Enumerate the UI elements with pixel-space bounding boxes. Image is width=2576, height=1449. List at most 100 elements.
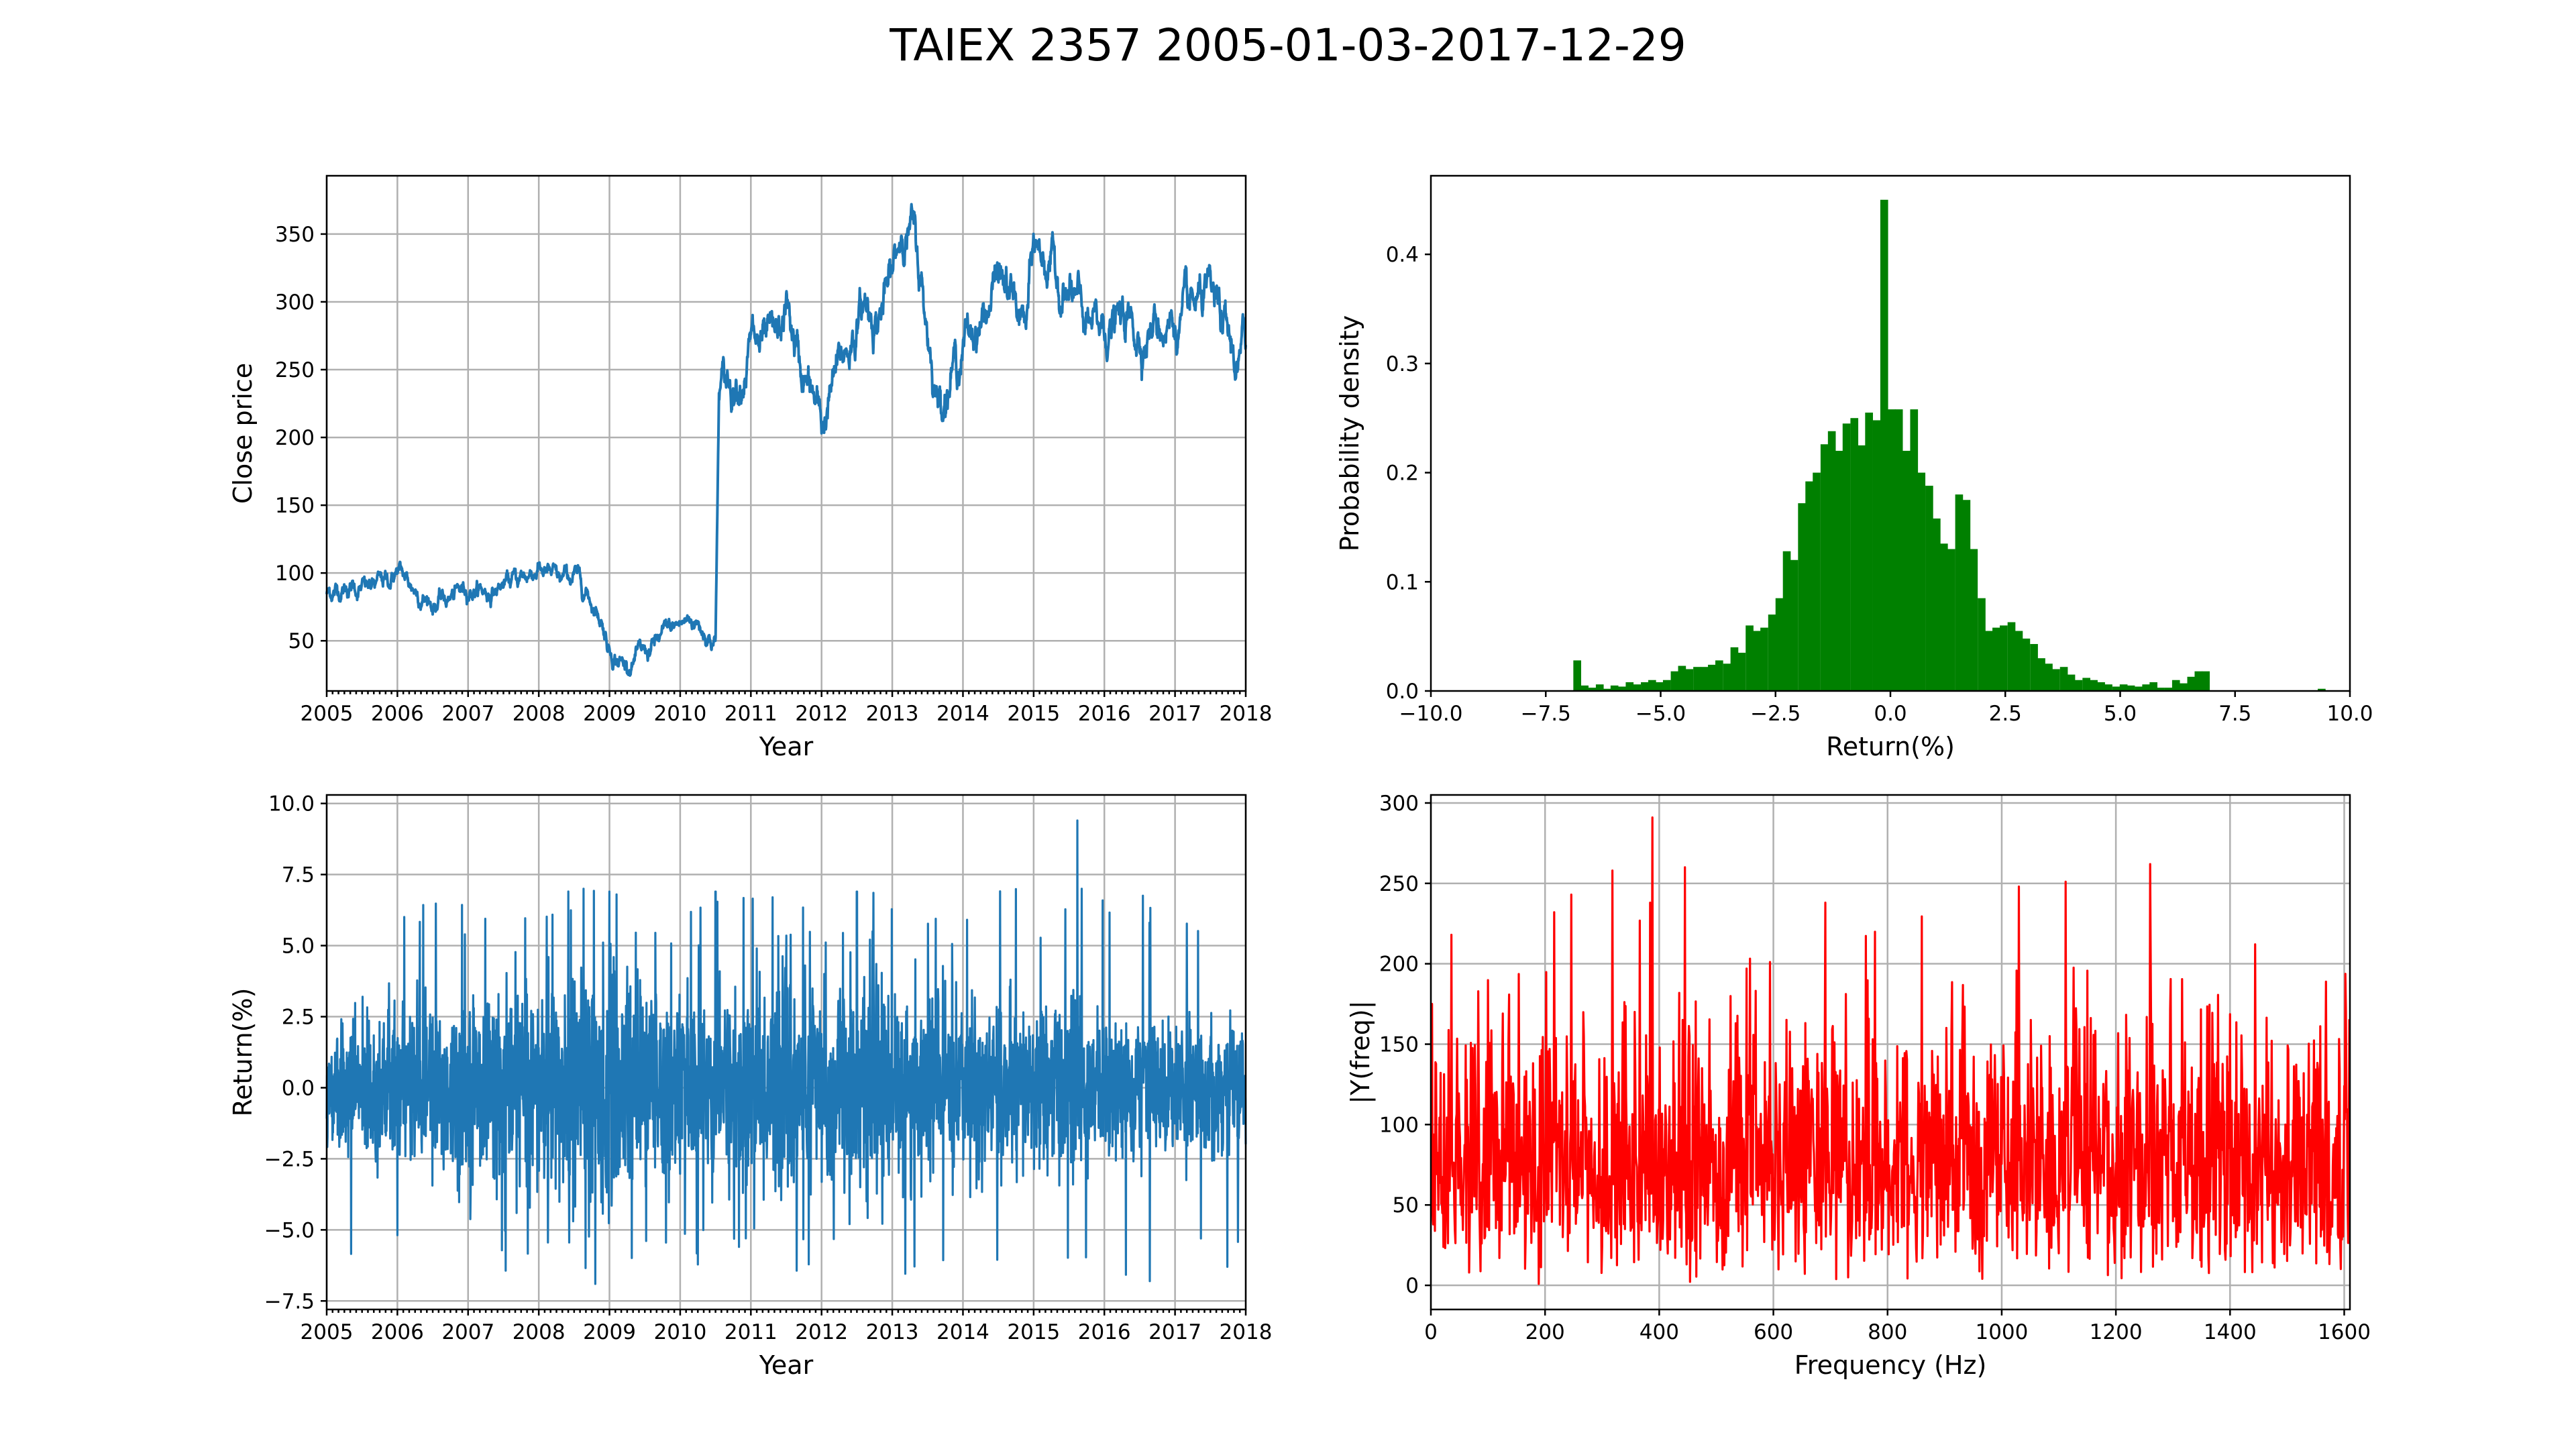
histogram-bar [2067, 674, 2076, 691]
x-tick-label: 2015 [1007, 1320, 1060, 1344]
x-tick-label: 2012 [795, 702, 848, 726]
y-tick-label: 7.5 [282, 863, 315, 888]
histogram-bar [2022, 638, 2031, 691]
histogram-bar [1933, 518, 1941, 691]
histogram-bar [2187, 676, 2196, 691]
x-tick-label: 10.0 [2326, 702, 2373, 726]
histogram-bar [1865, 413, 1873, 691]
y-tick-label: 0 [1405, 1274, 1419, 1298]
x-tick-label: 2008 [513, 1320, 566, 1344]
figure-title: TAIEX 2357 2005-01-03-2017-12-29 [889, 19, 1686, 71]
histogram-bar [1970, 549, 1978, 691]
histogram-bar [2318, 688, 2326, 691]
histogram-bar [1887, 409, 1896, 691]
histogram-bar [1753, 631, 1761, 691]
histogram-bar [1746, 625, 1754, 691]
histogram-bar [2007, 622, 2016, 691]
histogram-bar [2015, 631, 2023, 691]
y-tick-label: 300 [275, 290, 315, 315]
histogram-bar [1850, 418, 1859, 691]
frequency-spectrum-chart: 0 200 400 600 800 1000 1200 1400 1600 0 50 100 150 20… [1346, 792, 2371, 1380]
histogram-bar [2149, 682, 2157, 691]
x-tick-label: 7.5 [2218, 702, 2251, 726]
x-tick-label: −10.0 [1399, 702, 1463, 726]
y-axis-label: Probability density [1335, 315, 1364, 551]
plot-data [1430, 816, 2351, 1285]
histogram-bar [2097, 682, 2105, 691]
y-tick-label: 0.3 [1386, 352, 1419, 376]
histogram-bar [1880, 199, 1888, 691]
x-tick-label: 1200 [2090, 1320, 2143, 1344]
histogram-bar [2202, 671, 2210, 691]
histogram-bar [2164, 688, 2173, 691]
x-tick-label: 2017 [1148, 1320, 1201, 1344]
x-tick-label: 2007 [441, 1320, 494, 1344]
x-tick-label: 2011 [724, 1320, 777, 1344]
x-axis-label: Year [759, 1350, 814, 1380]
close-price-line [325, 203, 1247, 677]
histogram-bar [1708, 664, 1716, 691]
histogram-bar [2194, 671, 2203, 691]
histogram-bar [1978, 598, 1986, 691]
y-tick-label: 0.0 [282, 1076, 315, 1100]
histogram-bar [1588, 688, 1597, 691]
histogram-bar [2059, 667, 2068, 691]
axes: 0 200 400 600 800 1000 1200 1400 1600 0 50 100 150 20… [1346, 792, 2371, 1380]
histogram-bar [1962, 500, 1971, 691]
y-tick-label: 100 [1379, 1113, 1419, 1137]
histogram-bar [1768, 614, 1776, 691]
histogram-bar [1872, 420, 1881, 691]
x-tick-label: 2015 [1007, 702, 1060, 726]
axes: −10.0 −7.5 −5.0 −2.5 0.0 2.5 5.0 7.5 10.0 0.0 0.1 0… [1335, 174, 2373, 761]
y-tick-label: 0.0 [1386, 680, 1419, 704]
x-tick-label: 2011 [724, 702, 777, 726]
x-tick-label: 2005 [301, 702, 354, 726]
histogram-bar [2119, 684, 2128, 691]
x-tick-label: 2017 [1148, 702, 1201, 726]
y-tick-label: 0.2 [1386, 462, 1419, 486]
histogram-bar [1835, 451, 1843, 691]
y-tick-label: 2.5 [282, 1006, 315, 1030]
x-tick-label: 2018 [1220, 1320, 1273, 1344]
histogram-bar [2052, 669, 2060, 691]
y-tick-label: 0.1 [1386, 570, 1419, 594]
histogram-bar [1992, 627, 2000, 691]
x-tick-label: 2016 [1078, 702, 1131, 726]
x-tick-label: 2014 [936, 702, 989, 726]
histogram-bar [2171, 680, 2180, 691]
histogram-bar [1655, 682, 1664, 691]
x-tick-label: 1600 [2318, 1320, 2371, 1344]
histogram-bar [1618, 686, 1627, 691]
return-line [325, 819, 1247, 1285]
y-tick-label: 0.4 [1386, 243, 1419, 267]
x-tick-label: −7.5 [1521, 702, 1571, 726]
x-tick-label: 2016 [1078, 1320, 1131, 1344]
return-histogram-chart: −10.0 −7.5 −5.0 −2.5 0.0 2.5 5.0 7.5 10.0 0.0 0.1 0… [1335, 174, 2373, 761]
histogram-bar [2030, 644, 2038, 691]
histogram-bar [1670, 671, 1679, 691]
close-price-chart: 2005 2006 2007 2008 2009 2010 2011 2012 2013 2014… [228, 174, 1272, 761]
histogram-bar [2104, 684, 2112, 691]
histogram-bar [1580, 685, 1589, 691]
x-axis-label: Frequency (Hz) [1794, 1350, 1987, 1380]
y-tick-label: 300 [1379, 792, 1419, 816]
x-tick-label: 2009 [583, 1320, 636, 1344]
axes: 2005 2006 2007 2008 2009 2010 2011 2012 2013 2014… [228, 174, 1272, 761]
histogram-bar [2135, 686, 2143, 691]
histogram-bar [1693, 667, 1701, 691]
x-tick-label: 1400 [2204, 1320, 2257, 1344]
histogram-bar [1782, 551, 1791, 691]
histogram-bar [1947, 549, 1955, 691]
x-tick-label: 5.0 [2104, 702, 2137, 726]
x-tick-label: 1000 [1975, 1320, 2028, 1344]
x-axis-label: Return(%) [1826, 732, 1955, 761]
plot-frame [325, 174, 1247, 692]
y-axis-label: Return(%) [228, 988, 258, 1117]
histogram-bar [2179, 683, 2188, 691]
histogram-bar [1902, 451, 1911, 691]
histogram-bar [1723, 663, 1731, 691]
daily-return-chart: 2005 2006 2007 2008 2009 2010 2011 2012 2013 2014… [228, 792, 1272, 1380]
y-axis-label: |Y(freq)| [1346, 1000, 1376, 1104]
x-tick-label: 2014 [936, 1320, 989, 1344]
